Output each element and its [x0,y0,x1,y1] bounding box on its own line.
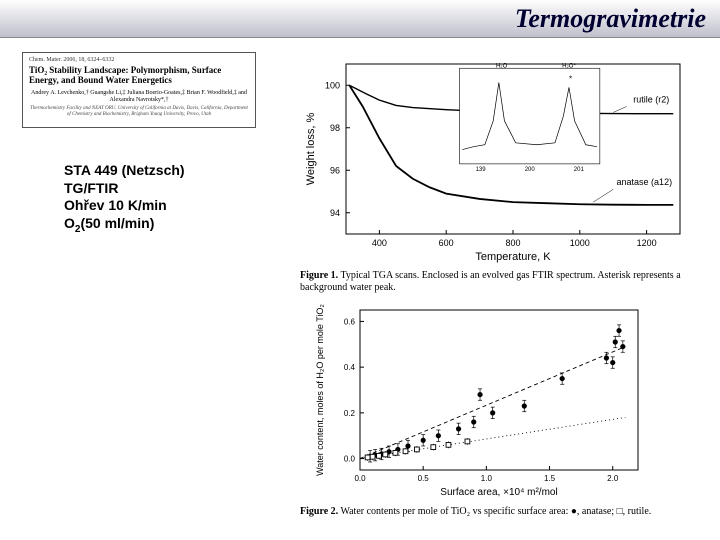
svg-text:2.0: 2.0 [607,474,619,483]
svg-text:H₂O: H₂O [496,63,508,69]
svg-text:1000: 1000 [570,238,590,248]
svg-text:0.0: 0.0 [344,455,356,464]
svg-text:98: 98 [330,123,340,133]
paper-title: TiO₂ Stability Landscape: Polymorphism, … [29,66,249,86]
paper-citation-box: Chem. Mater. 2006, 18, 6324–6332 TiO₂ St… [22,52,256,128]
svg-text:0.6: 0.6 [344,317,356,326]
fig2-caption-text: Water contents per mole of TiO₂ vs speci… [340,506,651,517]
svg-text:0.0: 0.0 [354,474,366,483]
figure-1-tga: 400 600 800 1000 1200 94 96 98 100 Temperature, K… [300,56,690,266]
page-title: Termogravimetrie [515,4,706,34]
figure-1-caption: Figure 1. Figure 1. Typical TGA scans. E… [300,270,690,294]
svg-text:200: 200 [525,167,536,173]
svg-text:201: 201 [574,167,585,173]
svg-text:*: * [569,75,572,84]
svg-text:800: 800 [505,238,520,248]
svg-text:0.4: 0.4 [344,363,356,372]
svg-text:94: 94 [330,208,340,218]
svg-text:139: 139 [476,167,487,173]
svg-text:96: 96 [330,165,340,175]
figure-2-caption: Figure 2. Water contents per mole of TiO… [300,506,690,518]
svg-text:Temperature, K: Temperature, K [475,251,551,263]
exp-line-1: STA 449 (Netzsch) [64,162,185,180]
svg-text:100: 100 [325,80,340,90]
fig1-caption-text: Typical TGA scans. Enclosed is an evolve… [300,270,681,293]
svg-text:1200: 1200 [637,238,657,248]
exp-line-3: Ohřev 10 K/min [64,197,185,215]
svg-text:rutile (r2): rutile (r2) [633,94,669,104]
svg-text:anatase (a12): anatase (a12) [617,177,673,187]
experiment-conditions: STA 449 (Netzsch) TG/FTIR Ohřev 10 K/min… [64,162,185,236]
svg-text:0.2: 0.2 [344,409,356,418]
svg-text:600: 600 [439,238,454,248]
svg-text:Water content, moles of H₂O pe: Water content, moles of H₂O per mole TiO… [315,304,325,476]
paper-affiliation: Thermochemistry Facility and NEAT ORU, U… [29,106,249,117]
exp-line-2: TG/FTIR [64,180,185,198]
exp-line-4: O2(50 ml/min) [64,215,185,236]
paper-authors: Andrey A. Levchenko,† Guangshe Li,‡ Juli… [29,90,249,104]
svg-text:0.5: 0.5 [418,474,430,483]
svg-text:1.0: 1.0 [481,474,493,483]
svg-text:H₂O*: H₂O* [562,63,576,69]
figure-2-water-content: 0.0 0.5 1.0 1.5 2.0 0.0 0.2 0.4 0.6 Surface area,… [308,302,658,502]
paper-journal: Chem. Mater. 2006, 18, 6324–6332 [29,57,249,63]
svg-text:Weight loss, %: Weight loss, % [305,113,317,186]
svg-text:400: 400 [372,238,387,248]
svg-text:1.5: 1.5 [544,474,556,483]
svg-text:Surface area, ×10⁴ m²/mol: Surface area, ×10⁴ m²/mol [440,487,557,498]
